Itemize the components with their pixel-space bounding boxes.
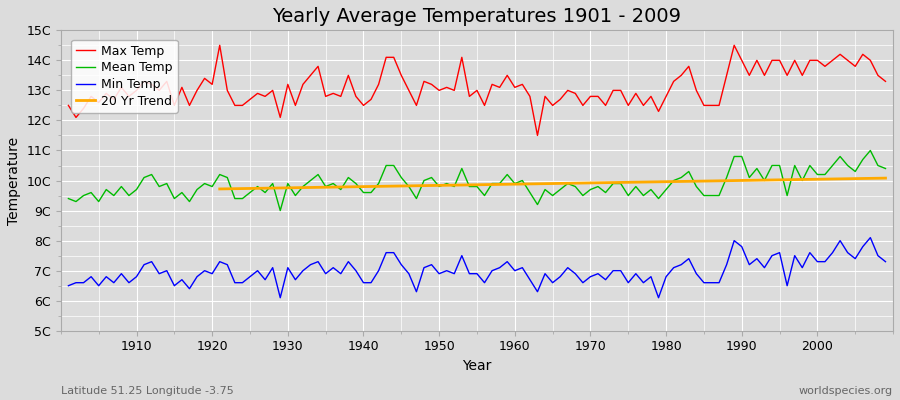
Min Temp (608, 268, 618, 273)
20 Yr Trend (283, 186, 293, 190)
20 Yr Trend (554, 181, 565, 186)
Max Temp (298, 82, 309, 87)
Line: Min Temp: Min Temp (68, 238, 886, 298)
Max Temp (532, 133, 543, 138)
20 Yr Trend (472, 182, 482, 187)
Y-axis label: Temperature: Temperature (7, 136, 21, 224)
Title: Yearly Average Temperatures 1901 - 2009: Yearly Average Temperatures 1901 - 2009 (273, 7, 681, 26)
Mean Temp (608, 181, 618, 186)
Text: worldspecies.org: worldspecies.org (799, 386, 893, 396)
Max Temp (214, 43, 225, 48)
Min Temp (880, 259, 891, 264)
20 Yr Trend (214, 186, 225, 191)
Mean Temp (865, 148, 876, 153)
Line: Mean Temp: Mean Temp (68, 150, 886, 210)
Mean Temp (63, 196, 74, 201)
Mean Temp (123, 193, 134, 198)
Min Temp (509, 268, 520, 273)
Max Temp (880, 79, 891, 84)
Mean Temp (343, 175, 354, 180)
Min Temp (343, 259, 354, 264)
Min Temp (274, 295, 285, 300)
Legend: Max Temp, Mean Temp, Min Temp, 20 Yr Trend: Max Temp, Mean Temp, Min Temp, 20 Yr Tre… (71, 40, 178, 113)
Min Temp (517, 265, 527, 270)
X-axis label: Year: Year (463, 359, 491, 373)
Mean Temp (274, 208, 285, 213)
Min Temp (123, 280, 134, 285)
Min Temp (63, 283, 74, 288)
Min Temp (298, 268, 309, 273)
Text: Latitude 51.25 Longitude -3.75: Latitude 51.25 Longitude -3.75 (61, 386, 234, 396)
Line: 20 Yr Trend: 20 Yr Trend (220, 178, 886, 189)
Max Temp (616, 88, 626, 93)
Line: Max Temp: Max Temp (68, 45, 886, 136)
Max Temp (63, 103, 74, 108)
Max Temp (517, 82, 527, 87)
Mean Temp (880, 166, 891, 171)
Max Temp (123, 94, 134, 99)
Mean Temp (517, 178, 527, 183)
Max Temp (343, 73, 354, 78)
20 Yr Trend (805, 177, 815, 182)
Min Temp (865, 235, 876, 240)
20 Yr Trend (298, 185, 309, 190)
20 Yr Trend (350, 184, 361, 189)
Mean Temp (509, 181, 520, 186)
Max Temp (509, 85, 520, 90)
Mean Temp (298, 184, 309, 189)
20 Yr Trend (880, 176, 891, 180)
